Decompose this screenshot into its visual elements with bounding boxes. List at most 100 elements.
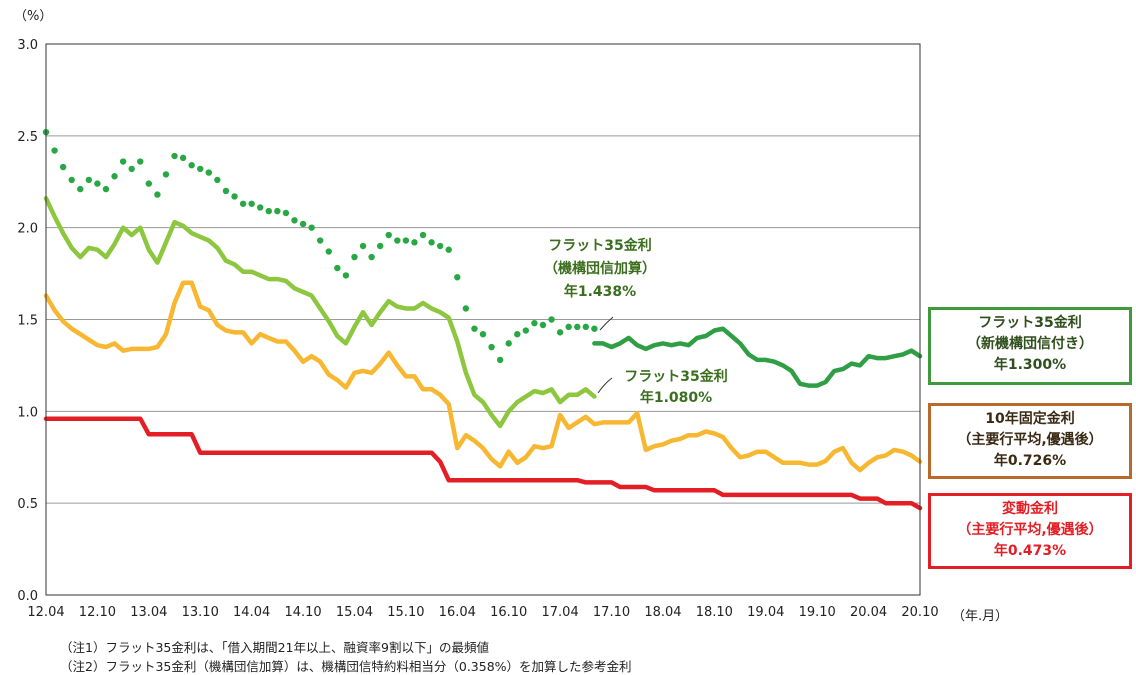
line-fixed10 <box>43 280 923 473</box>
x-tick-label-14: 19.04 <box>747 605 784 620</box>
point-flat_group-16 <box>179 154 187 162</box>
x-tick-label-6: 15.04 <box>336 605 373 620</box>
point-flat_group-24 <box>248 200 255 207</box>
point-flat_group-60 <box>556 329 564 336</box>
point-flat_group-51 <box>479 330 487 338</box>
point-flat_group-6 <box>94 180 101 187</box>
legend-box-flat35-new: フラット35金利 （新機構団信付き） 年1.300% <box>928 307 1132 385</box>
point-flat_group-19 <box>205 169 213 176</box>
x-tick-label-15: 19.10 <box>799 605 836 620</box>
x-tick-label-0: 12.04 <box>27 605 64 620</box>
y-tick-label-6: 3.0 <box>17 38 38 53</box>
annotation-flat-group-title: フラット35金利 <box>548 237 651 254</box>
point-flat_group-41 <box>394 237 401 244</box>
annotation-flat-title: フラット35金利 <box>624 368 727 385</box>
annotation-flat-group-subtitle: （機構団信加算） <box>544 260 656 277</box>
point-flat_group-37 <box>359 242 367 250</box>
plot-frame <box>45 43 921 596</box>
point-flat_group-36 <box>351 253 358 261</box>
x-tick-label-5: 14.10 <box>284 605 321 620</box>
legend-flat35-new-subtitle: （新機構団信付き） <box>967 336 1093 352</box>
point-flat_group-40 <box>385 231 392 239</box>
point-flat_group-11 <box>137 158 144 165</box>
x-tick-label-7: 15.10 <box>387 605 424 620</box>
line-flat_new <box>592 326 923 388</box>
point-flat_group-38 <box>368 253 375 261</box>
legend-fixed10-rate: 年0.726% <box>993 453 1067 469</box>
point-flat_group-14 <box>162 171 170 178</box>
y-tick-label-5: 2.5 <box>17 130 38 145</box>
legend-flat35-new-title: フラット35金利 <box>978 315 1082 331</box>
point-flat_group-63 <box>582 323 590 331</box>
point-flat_group-30 <box>299 220 307 228</box>
point-flat_group-2 <box>59 163 67 171</box>
point-flat_group-8 <box>111 173 118 180</box>
point-flat_group-61 <box>565 323 572 331</box>
x-tick-label-13: 18.10 <box>696 605 733 620</box>
point-flat_group-44 <box>419 231 427 239</box>
point-flat_group-12 <box>145 180 153 187</box>
point-flat_group-58 <box>539 321 547 329</box>
point-flat_group-62 <box>574 323 581 331</box>
point-flat_group-22 <box>231 193 238 200</box>
point-flat_group-4 <box>77 185 84 193</box>
point-flat_group-35 <box>342 272 350 279</box>
annotation-flat-leader <box>597 377 613 394</box>
point-flat_group-57 <box>531 319 538 327</box>
legend-fixed10-subtitle: （主要行平均,優遇後） <box>957 432 1103 448</box>
point-flat_group-45 <box>428 239 435 246</box>
point-flat_group-28 <box>282 209 290 217</box>
x-tick-label-3: 13.10 <box>182 605 219 620</box>
point-flat_group-59 <box>548 316 555 323</box>
point-flat_group-15 <box>171 152 178 160</box>
point-flat_group-1 <box>51 147 58 154</box>
x-tick-label-11: 17.10 <box>593 605 630 620</box>
point-flat_group-31 <box>308 224 315 231</box>
y-tick-label-4: 2.0 <box>17 222 38 237</box>
point-flat_group-42 <box>402 237 410 244</box>
point-flat_group-20 <box>214 176 221 184</box>
point-flat_group-48 <box>454 274 461 281</box>
point-flat_group-52 <box>488 343 495 351</box>
legend-variable-rate: 年0.473% <box>993 543 1067 559</box>
point-flat_group-27 <box>274 207 281 215</box>
point-flat_group-34 <box>334 264 341 272</box>
grid-lines <box>46 135 920 504</box>
legend-variable-title: 変動金利 <box>1002 501 1058 517</box>
point-flat_group-25 <box>257 204 264 211</box>
y-tick-label-3: 1.5 <box>17 314 38 329</box>
x-tick-label-2: 13.04 <box>130 605 167 620</box>
x-tick-label-17: 20.10 <box>901 605 938 620</box>
y-tick-label-0: 0.0 <box>17 589 38 604</box>
legend-fixed10-title: 10年固定金利 <box>985 411 1075 427</box>
footnote-1: （注1）フラット35金利は、「借入期間21年以上、融資率9割以下」の最頻値 <box>60 640 489 655</box>
legend-box-variable: 変動金利 （主要行平均,優遇後） 年0.473% <box>928 493 1132 569</box>
y-unit-label: （%） <box>14 9 52 24</box>
y-tick-label-1: 0.5 <box>17 497 38 512</box>
point-flat_group-56 <box>522 327 530 334</box>
point-flat_group-32 <box>316 237 324 244</box>
point-flat_group-7 <box>102 185 110 193</box>
point-flat_group-54 <box>505 340 512 347</box>
annotation-flat-rate: 年1.080% <box>640 389 712 406</box>
point-flat_group-29 <box>291 217 298 224</box>
point-flat_group-49 <box>462 305 470 312</box>
legend-flat35-new-rate: 年1.300% <box>993 357 1067 373</box>
point-flat_group-21 <box>222 187 230 195</box>
point-flat_group-39 <box>376 242 384 250</box>
point-flat_group-18 <box>197 165 204 173</box>
point-flat_group-46 <box>436 242 444 250</box>
point-flat_group-53 <box>496 356 504 364</box>
point-flat_group-3 <box>68 176 75 184</box>
legend-box-fixed10: 10年固定金利 （主要行平均,優遇後） 年0.726% <box>928 403 1132 479</box>
point-flat_group-64 <box>591 325 598 332</box>
x-axis-ticks: 12.04 12.10 13.04 13.10 14.04 14.10 15.04 15.10… <box>27 605 938 620</box>
y-tick-label-2: 1.0 <box>17 405 38 420</box>
point-flat_group-5 <box>85 176 93 184</box>
legend-variable-subtitle: （主要行平均,優遇後） <box>957 522 1103 538</box>
point-flat_group-9 <box>119 158 127 165</box>
x-tick-label-16: 20.04 <box>850 605 887 620</box>
x-tick-label-4: 14.04 <box>233 605 270 620</box>
annotation-flat-group-leader <box>599 316 614 331</box>
